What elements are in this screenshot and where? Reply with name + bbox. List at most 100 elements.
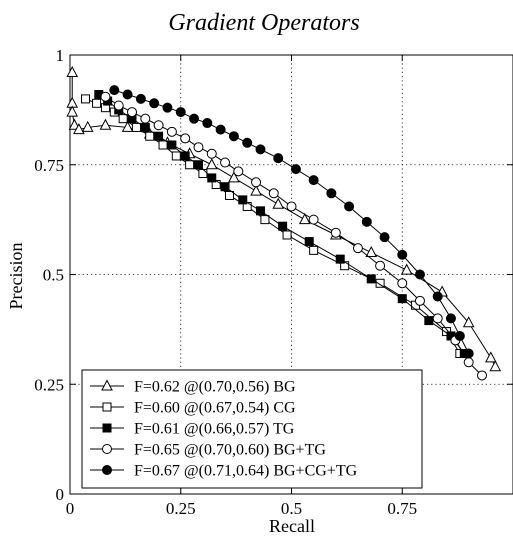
data-point-cg: [92, 98, 102, 108]
legend-marker-bg: [101, 379, 113, 391]
data-point-tg: [278, 221, 288, 231]
data-point-bg-cg-tg: [273, 153, 284, 164]
data-point-bg-cg-tg: [255, 144, 266, 155]
data-point-bg-cg-tg: [414, 269, 425, 280]
data-point-bg: [228, 171, 240, 183]
data-point-bg: [400, 263, 413, 275]
data-point-cg: [260, 215, 270, 225]
data-point-bg-tg: [251, 177, 262, 188]
legend-box: [81, 369, 423, 489]
data-point-bg-cg-tg: [149, 98, 160, 109]
data-point-bg-tg: [180, 133, 191, 144]
data-point-bg-tg: [330, 227, 341, 238]
legend-marker-cg: [102, 402, 112, 412]
chart-title: Gradient Operators: [168, 10, 359, 36]
data-point-tg: [193, 160, 203, 170]
data-point-bg-cg-tg: [454, 330, 465, 341]
legend-label-cg: F=0.60 @(0.67,0.54) CG: [134, 400, 296, 417]
y-tick-label: 0.5: [43, 266, 64, 285]
data-point-tg: [180, 151, 190, 161]
plot-area: 0 0.25 0.5 0.75 0 0.25 0.5 0.75 1 F=0.62 @(0.70,0…: [34, 46, 513, 518]
data-point-bg: [462, 316, 475, 328]
x-tick-label: 0.5: [281, 499, 302, 518]
x-tick-label: 0: [66, 499, 75, 518]
data-point-bg-cg-tg: [308, 175, 319, 186]
data-point-bg-tg: [166, 126, 177, 137]
data-point-tg: [238, 195, 248, 205]
data-point-bg-tg: [233, 166, 244, 177]
data-point-tg: [366, 274, 376, 284]
data-point-bg: [365, 245, 378, 258]
data-point-bg-cg-tg: [397, 249, 408, 260]
data-point-bg-cg-tg: [326, 188, 337, 199]
data-point-bg-tg: [206, 148, 217, 159]
data-point-cg: [118, 114, 128, 124]
data-point-bg-cg-tg: [202, 118, 213, 129]
data-point-tg: [220, 182, 230, 192]
x-tick-label: 0.75: [387, 499, 417, 518]
data-point-cg: [158, 140, 168, 150]
legend-marker-tg: [102, 423, 112, 433]
y-axis-label: Precision: [6, 243, 26, 310]
data-point-bg: [99, 118, 112, 130]
legend-label-bg: F=0.62 @(0.70,0.56) BG: [134, 379, 296, 396]
data-point-bg-tg: [375, 260, 386, 271]
x-axis-label: Recall: [269, 516, 315, 536]
y-tick-label: 0: [56, 485, 65, 504]
data-point-bg: [73, 123, 85, 135]
data-point-tg: [304, 237, 314, 247]
data-point-tg: [255, 206, 265, 216]
data-point-bg-cg-tg: [445, 313, 456, 324]
y-tick-label: 0.25: [34, 375, 64, 394]
data-point-bg: [485, 351, 497, 363]
data-point-cg: [375, 278, 385, 288]
data-point-bg-tg: [268, 188, 279, 199]
data-point-cg: [224, 190, 234, 200]
data-point-bg: [66, 105, 79, 117]
data-point-bg: [298, 213, 311, 225]
data-point-bg-tg: [100, 91, 111, 102]
data-point-bg-tg: [193, 142, 204, 153]
data-point-tg: [140, 122, 150, 132]
data-point-bg: [81, 120, 94, 132]
data-point-bg-tg: [432, 313, 443, 324]
data-point-tg: [167, 140, 177, 150]
y-tick-label: 0.75: [34, 156, 64, 175]
data-point-bg-cg-tg: [344, 201, 355, 212]
data-point-bg-cg-tg: [432, 291, 443, 302]
data-point-bg-cg-tg: [228, 131, 239, 142]
data-point-tg: [207, 173, 217, 183]
data-point-bg-tg: [414, 295, 425, 306]
data-point-bg: [489, 360, 502, 372]
data-point-cg: [309, 245, 319, 255]
legend-marker-bg-cg-tg: [102, 465, 112, 475]
data-point-tg: [397, 294, 407, 304]
data-point-bg-tg: [476, 370, 487, 381]
data-point-bg: [250, 184, 262, 196]
data-point-bg-cg-tg: [242, 137, 253, 148]
data-point-cg: [81, 94, 91, 104]
data-point-cg: [198, 169, 208, 179]
data-point-bg: [66, 65, 79, 78]
data-point-bg-cg-tg: [215, 124, 226, 135]
data-point-bg-tg: [352, 243, 363, 254]
data-point-bg-cg-tg: [109, 85, 120, 96]
data-point-bg-cg-tg: [122, 89, 133, 100]
data-point-bg: [205, 158, 218, 170]
y-tick-label: 1: [56, 46, 65, 65]
data-point-bg: [272, 197, 285, 209]
data-point-cg: [171, 151, 181, 161]
data-point-bg-cg-tg: [189, 113, 200, 124]
data-point-bg-tg: [220, 157, 231, 168]
data-point-cg: [282, 230, 292, 240]
legend-label-bg-cg-tg: F=0.67 @(0.71,0.64) BG+CG+TG: [134, 463, 358, 480]
series-bg-cg-tg: [109, 85, 474, 359]
data-point-bg: [121, 120, 134, 132]
x-tick-label: 0.25: [166, 499, 196, 518]
data-point-bg-tg: [127, 107, 138, 118]
data-point-bg-tg: [140, 113, 151, 124]
legend-marker-bg-tg: [102, 444, 112, 454]
data-point-tg: [154, 131, 164, 141]
